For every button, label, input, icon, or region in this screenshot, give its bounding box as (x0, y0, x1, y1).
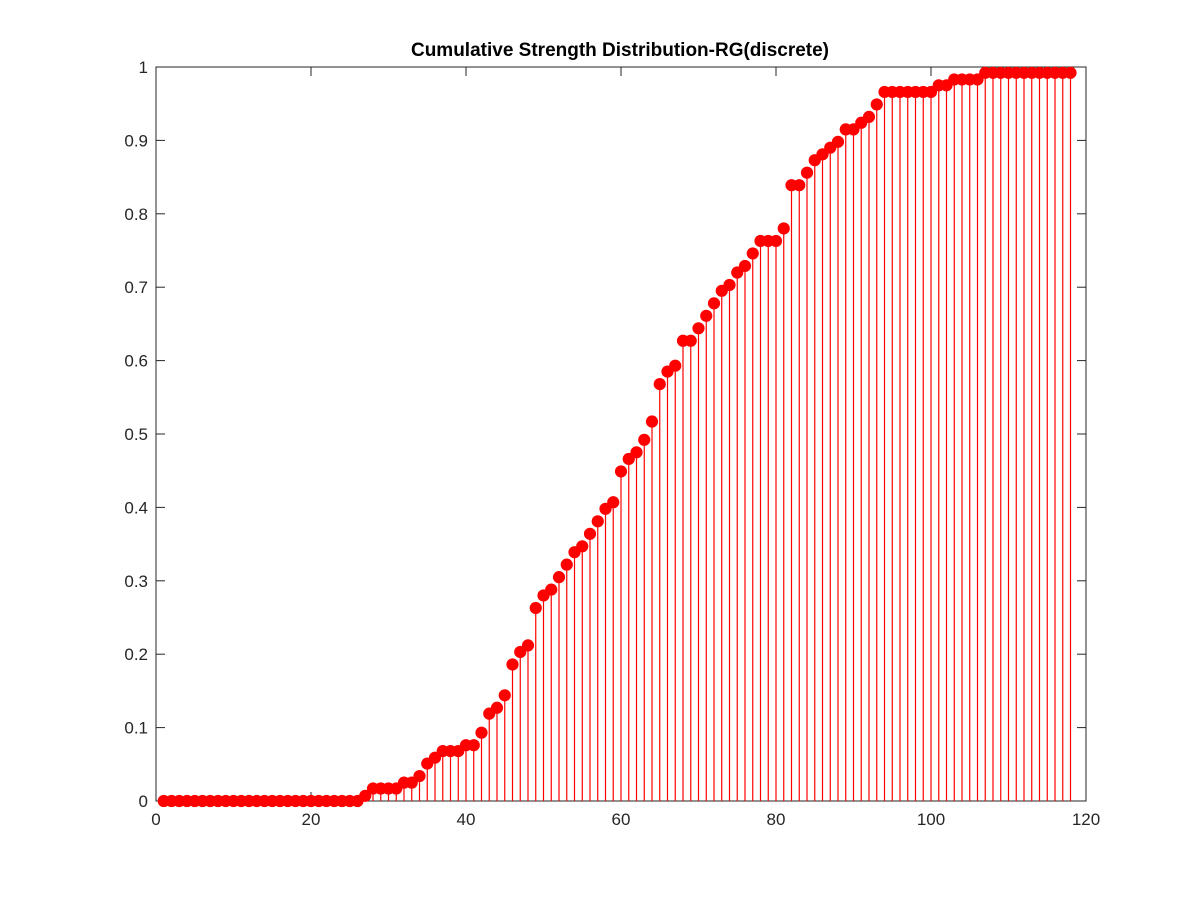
y-tick-label: 0.4 (124, 498, 148, 517)
stem-marker (777, 222, 790, 235)
stem-marker (591, 515, 604, 528)
stem-marker (684, 334, 697, 347)
stem-marker (645, 415, 659, 428)
stem-marker (800, 166, 814, 179)
stem-marker (746, 247, 759, 260)
stem-marker (622, 452, 635, 466)
stem-marker (924, 85, 938, 99)
stem-marker (731, 266, 744, 279)
x-tick-label: 60 (612, 810, 631, 829)
x-tick-label: 100 (917, 810, 945, 829)
stem-marker (614, 465, 628, 478)
y-tick-label: 0.1 (124, 719, 148, 738)
stem-marker (862, 110, 876, 124)
stem-marker (692, 322, 705, 335)
stem-marker (545, 583, 558, 596)
stem-marker (359, 789, 372, 802)
stem-marker (793, 179, 806, 192)
stem-marker (831, 135, 845, 148)
chart-title: Cumulative Strength Distribution-RG(disc… (411, 40, 829, 61)
stem-marker (971, 73, 984, 86)
x-tick-label: 80 (767, 810, 786, 829)
stem-marker (506, 658, 519, 671)
y-tick-label: 0.9 (124, 131, 148, 150)
y-tick-label: 0.5 (124, 425, 148, 444)
stem-marker (638, 433, 651, 446)
stem-marker (552, 571, 566, 584)
y-tick-label: 0.3 (124, 572, 148, 591)
stem-marker (560, 558, 573, 571)
x-tick-label: 20 (302, 810, 321, 829)
stem-marker (653, 377, 666, 391)
stem-marker (847, 123, 860, 136)
y-tick-label: 0.6 (124, 352, 148, 371)
stem-marker (514, 645, 527, 659)
stem-marker (630, 446, 643, 459)
y-tick-label: 0 (139, 792, 148, 811)
stem-marker (816, 148, 829, 161)
stem-marker (475, 726, 488, 739)
stem-marker (529, 601, 542, 615)
y-tick-label: 0.2 (124, 645, 148, 664)
stem-marker (467, 739, 480, 752)
stem-marker (669, 359, 682, 372)
stem-marker (498, 689, 511, 702)
stem-marker (707, 297, 721, 310)
stem-marker (870, 98, 883, 111)
stem-marker (576, 540, 589, 553)
stem-marker (723, 278, 736, 292)
axis-ticks: 0 20 40 60 80 100 120 0 0.1 0.2 0.3 0.4 0.5 0.6 0.7 0.8… (124, 58, 1100, 829)
y-tick-label: 0.8 (124, 205, 148, 224)
stem-marker (599, 502, 612, 515)
x-tick-label: 40 (457, 810, 476, 829)
y-tick-label: 1 (139, 58, 148, 77)
stem-marker (769, 234, 783, 248)
stem-marker (1064, 66, 1077, 79)
stem-marker (521, 639, 535, 652)
stem-marker (607, 496, 620, 509)
stem-marker (700, 309, 713, 322)
stem-marker (583, 527, 597, 540)
stem-series (157, 66, 1077, 808)
x-tick-label: 0 (151, 810, 160, 829)
y-tick-label: 0.7 (124, 278, 148, 297)
stem-marker (738, 259, 752, 273)
stem-marker (405, 776, 418, 789)
stem-marker (413, 769, 426, 783)
x-tick-label: 120 (1072, 810, 1100, 829)
stem-marker (490, 701, 504, 714)
stem-marker (428, 751, 442, 764)
